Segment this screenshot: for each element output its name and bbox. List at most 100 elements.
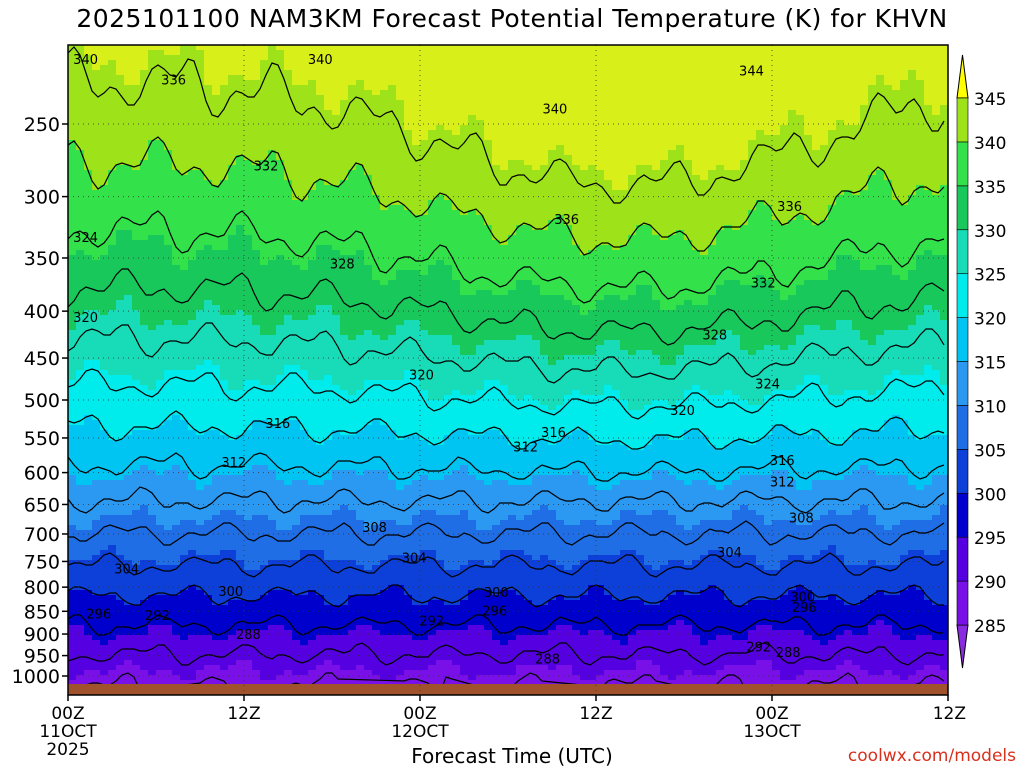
band-cell xyxy=(652,440,709,446)
band-cell xyxy=(148,325,157,331)
band-cell xyxy=(188,550,197,556)
band-cell xyxy=(324,555,389,561)
band-cell xyxy=(220,510,237,516)
band-cell xyxy=(428,330,725,336)
band-cell xyxy=(756,510,829,516)
band-cell xyxy=(724,590,789,596)
band-cell xyxy=(580,390,605,396)
band-cell xyxy=(468,625,485,631)
band-cell xyxy=(828,510,837,516)
band-cell xyxy=(444,260,837,266)
band-cell xyxy=(316,590,381,596)
colorbar-max-triangle xyxy=(956,54,969,99)
band-cell xyxy=(68,585,189,591)
band-cell xyxy=(140,310,197,316)
band-cell xyxy=(724,390,733,396)
band-cell xyxy=(540,340,605,346)
band-cell xyxy=(556,360,661,366)
band-cell xyxy=(804,280,948,286)
band-cell xyxy=(324,100,341,106)
band-cell xyxy=(92,415,173,421)
band-cell xyxy=(300,420,373,426)
band-cell xyxy=(468,210,477,216)
band-cell xyxy=(260,595,325,601)
band-cell xyxy=(260,75,293,81)
band-cell xyxy=(916,185,925,191)
band-cell xyxy=(772,520,797,526)
band-cell xyxy=(652,285,717,291)
band-cell xyxy=(348,85,365,91)
band-cell xyxy=(796,675,901,681)
band-cell xyxy=(484,480,493,486)
band-cell xyxy=(932,480,948,486)
band-cell xyxy=(508,235,573,241)
band-cell xyxy=(908,200,948,206)
band-cell xyxy=(484,220,549,226)
band-cell xyxy=(364,250,581,256)
band-cell xyxy=(756,560,781,566)
band-cell xyxy=(700,590,725,596)
band-cell xyxy=(204,590,269,596)
band-cell xyxy=(268,45,277,51)
band-cell xyxy=(372,565,445,571)
band-cell xyxy=(868,630,893,636)
band-cell xyxy=(660,305,677,311)
band-cell xyxy=(116,240,165,246)
band-cell xyxy=(68,635,93,641)
band-cell xyxy=(212,245,229,251)
band-cell xyxy=(628,350,637,356)
band-cell xyxy=(508,435,565,441)
band-cell xyxy=(564,150,669,156)
band-cell xyxy=(940,665,948,671)
band-cell xyxy=(244,230,493,236)
band-cell xyxy=(68,375,77,381)
colorbar-box xyxy=(956,405,969,450)
band-cell xyxy=(268,590,293,596)
band-cell xyxy=(548,360,557,366)
band-cell xyxy=(380,200,429,206)
band-cell xyxy=(700,430,773,436)
band-cell xyxy=(364,425,389,431)
band-cell xyxy=(796,480,813,486)
band-cell xyxy=(532,555,541,561)
band-cell xyxy=(628,185,869,191)
band-cell xyxy=(508,290,541,296)
band-cell xyxy=(276,150,493,156)
band-cell xyxy=(796,285,948,291)
band-cell xyxy=(516,445,525,451)
band-cell xyxy=(892,370,901,376)
band-cell xyxy=(252,465,269,471)
band-cell xyxy=(740,340,797,346)
contour-label: 316 xyxy=(265,417,290,432)
x-tick-day-label: 11OCT xyxy=(39,722,97,742)
band-cell xyxy=(468,115,477,121)
band-cell xyxy=(932,600,948,606)
band-cell xyxy=(940,310,948,316)
band-cell xyxy=(68,340,453,346)
band-cell xyxy=(492,290,509,296)
band-cell xyxy=(276,255,285,261)
band-cell xyxy=(396,95,869,101)
band-cell xyxy=(364,665,429,671)
band-cell xyxy=(844,390,869,396)
band-cell xyxy=(492,525,685,531)
band-cell xyxy=(68,555,93,561)
band-cell xyxy=(860,665,925,671)
band-cell xyxy=(924,95,948,101)
band-cell xyxy=(740,505,749,511)
band-cell xyxy=(548,225,573,231)
band-cell xyxy=(540,290,637,296)
band-cell xyxy=(356,470,365,476)
band-cell xyxy=(804,120,837,126)
band-cell xyxy=(460,670,517,676)
band-cell xyxy=(244,565,261,571)
band-cell xyxy=(580,310,589,316)
y-tick-label: 600 xyxy=(24,463,60,485)
y-tick-label: 400 xyxy=(24,301,60,323)
band-cell xyxy=(260,160,285,166)
band-cell xyxy=(76,250,85,256)
band-cell xyxy=(860,600,933,606)
contour-label: 312 xyxy=(513,440,538,455)
band-cell xyxy=(492,155,549,161)
band-cell xyxy=(908,480,933,486)
